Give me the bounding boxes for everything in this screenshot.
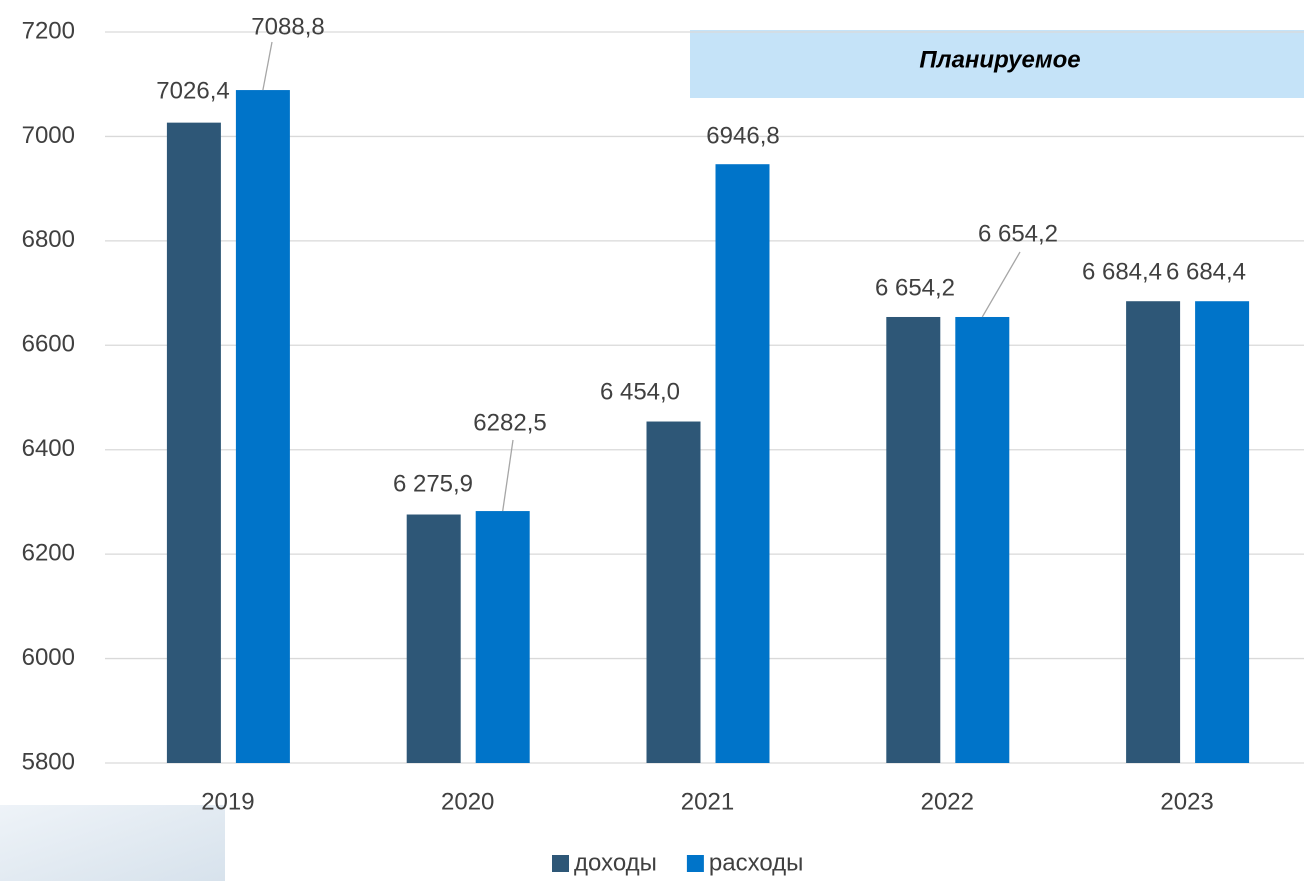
data-label: 6 654,2	[875, 274, 955, 301]
legend-label: доходы	[574, 849, 657, 876]
leader-line	[502, 439, 514, 512]
data-label: 7088,8	[251, 13, 324, 40]
data-label: 6 454,0	[600, 378, 680, 405]
y-tick-label: 7000	[22, 122, 75, 149]
data-label: 6946,8	[706, 122, 779, 149]
data-label: 6 684,4	[1082, 258, 1162, 285]
x-tick-label: 2022	[921, 788, 974, 815]
bar	[715, 164, 770, 764]
background-image	[0, 805, 225, 881]
y-tick-label: 6600	[22, 331, 75, 358]
bar	[646, 421, 701, 763]
legend-label: расходы	[709, 849, 804, 876]
legend-swatch	[686, 855, 704, 872]
planned-box	[690, 30, 1304, 98]
data-label: 6 684,4	[1166, 258, 1246, 285]
data-label: 6 654,2	[978, 220, 1058, 247]
leader-line	[981, 251, 1021, 318]
y-tick-label: 6200	[22, 539, 75, 566]
y-tick-label: 6400	[22, 435, 75, 462]
y-tick-label: 7200	[22, 17, 75, 44]
bar	[475, 511, 530, 763]
bar	[166, 122, 221, 764]
legend-swatch	[552, 855, 569, 872]
data-label: 6 275,9	[393, 470, 473, 497]
bar	[406, 514, 461, 763]
bar	[235, 90, 290, 764]
leader-line	[262, 41, 273, 91]
y-tick-label: 5800	[22, 748, 75, 775]
y-tick-label: 6000	[22, 644, 75, 671]
bar	[955, 316, 1010, 763]
bar	[1126, 301, 1181, 763]
bar	[1195, 301, 1250, 763]
data-label: 7026,4	[156, 77, 229, 104]
x-tick-label: 2020	[441, 788, 494, 815]
y-tick-label: 6800	[22, 226, 75, 253]
x-tick-label: 2023	[1160, 788, 1213, 815]
annotation: Планируемое	[919, 46, 1080, 73]
bar	[886, 316, 941, 763]
x-tick-label: 2021	[681, 788, 734, 815]
x-tick-label: 2019	[201, 788, 254, 815]
data-label: 6282,5	[473, 409, 546, 436]
